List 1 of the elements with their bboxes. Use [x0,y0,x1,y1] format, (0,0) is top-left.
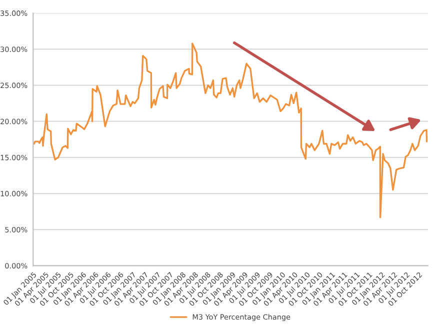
line-series [33,42,428,218]
